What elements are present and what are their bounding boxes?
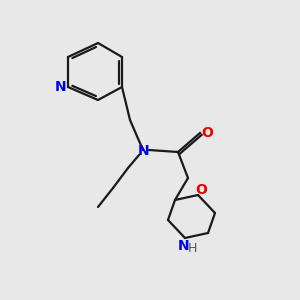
Text: O: O	[195, 183, 207, 197]
Text: N: N	[178, 239, 190, 253]
Text: O: O	[201, 126, 213, 140]
Text: N: N	[138, 144, 150, 158]
Text: H: H	[187, 242, 197, 256]
Text: N: N	[55, 80, 67, 94]
